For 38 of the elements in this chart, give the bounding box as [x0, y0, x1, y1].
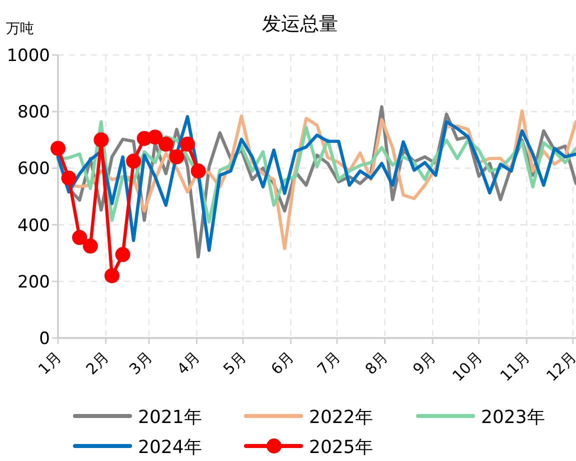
x-tick-label: 5月	[220, 348, 250, 378]
x-tick-label: 3月	[126, 348, 156, 378]
point	[158, 136, 174, 152]
x-tick-label: 10月	[448, 348, 486, 385]
x-tick-label: 7月	[314, 348, 344, 378]
y-tick-label: 200	[18, 272, 50, 292]
point	[82, 238, 98, 254]
x-tick-label: 1月	[34, 348, 65, 378]
x-tick-label: 6月	[268, 348, 298, 378]
legend-label: 2024年	[138, 437, 202, 458]
point	[180, 136, 195, 152]
point	[169, 149, 184, 164]
point	[115, 247, 130, 262]
y-axis-title: 万吨	[6, 21, 34, 37]
x-tick-label: 11月	[496, 348, 534, 385]
legend-label: 2021年	[138, 407, 202, 428]
x-tick-label: 9月	[409, 348, 440, 378]
point	[190, 164, 206, 179]
x-tick-label: 2月	[82, 348, 113, 378]
y-tick-label: 0	[39, 329, 50, 349]
y-tick-label: 800	[18, 102, 50, 123]
point	[104, 268, 120, 284]
point	[126, 154, 142, 169]
x-tick-label: 4月	[173, 348, 204, 378]
x-tick-label: 12月	[542, 348, 576, 385]
chart-title: 发运总量	[262, 13, 338, 35]
y-tick-label: 600	[18, 159, 50, 180]
point	[72, 230, 88, 246]
legend-label: 2023年	[481, 407, 545, 428]
point	[50, 140, 66, 156]
legend-label: 2022年	[309, 407, 373, 428]
y-tick-label: 1000	[6, 46, 50, 66]
x-tick-label: 8月	[362, 348, 392, 378]
point	[94, 132, 109, 148]
legend-label: 2025年	[309, 437, 373, 458]
point	[61, 170, 76, 186]
y-tick-label: 400	[18, 216, 50, 236]
point	[148, 130, 163, 145]
